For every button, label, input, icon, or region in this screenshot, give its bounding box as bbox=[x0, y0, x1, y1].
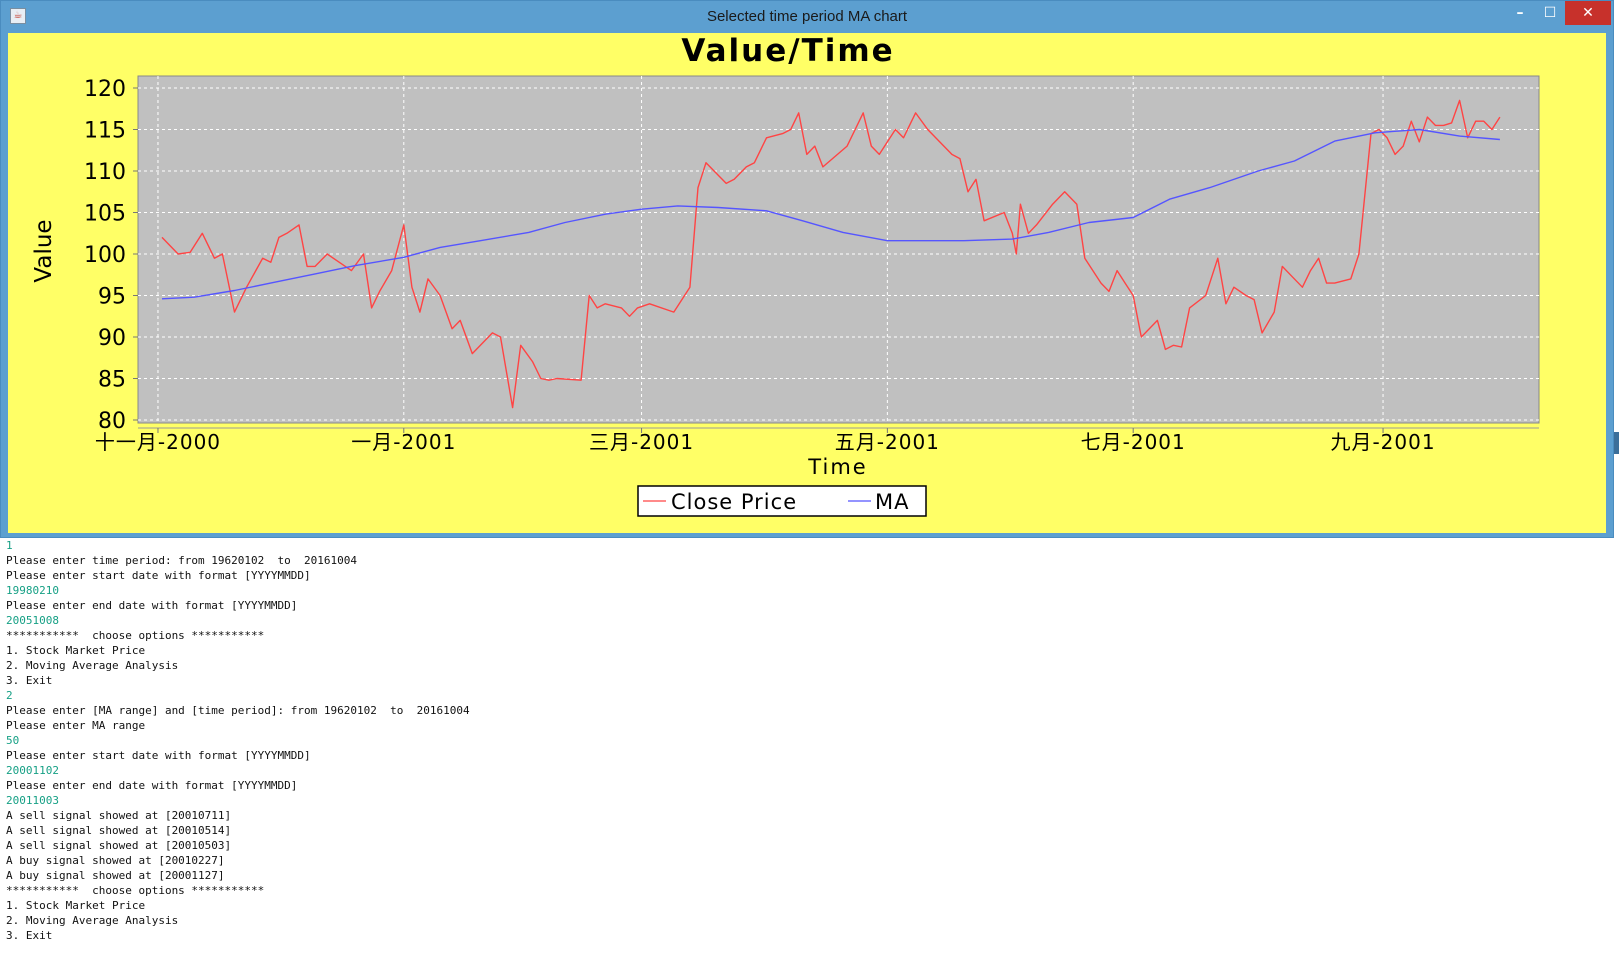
console-output-line: 1. Stock Market Price bbox=[6, 644, 146, 657]
x-tick-label-0: 十一月-2000 bbox=[95, 430, 221, 454]
console-input-line: 20011003 bbox=[6, 794, 59, 807]
console-output-line: A sell signal showed at [20010514] bbox=[6, 824, 232, 837]
console-output-line: *********** choose options *********** bbox=[6, 629, 265, 642]
minimize-button[interactable]: – bbox=[1516, 5, 1524, 21]
legend-label-close-price: Close Price bbox=[671, 490, 797, 514]
console-input-line: 2 bbox=[6, 689, 13, 702]
plot-area bbox=[137, 75, 1540, 424]
console-output-line: 1. Stock Market Price bbox=[6, 899, 146, 912]
console-output-line: Please enter start date with format [YYY… bbox=[6, 569, 311, 582]
ma-chart: Value/Time 80 85 90 95 100 105 110 115 120 十一月-2… bbox=[31, 33, 1540, 517]
y-tick-label-80: 80 bbox=[98, 409, 126, 434]
maximize-button[interactable]: ☐ bbox=[1543, 5, 1557, 21]
x-tick-label-5: 九月-2001 bbox=[1330, 430, 1435, 454]
console-output-line: Please enter time period: from 19620102 … bbox=[6, 554, 357, 567]
console-input-line: 19980210 bbox=[6, 584, 59, 597]
y-tick-label-95: 95 bbox=[98, 285, 126, 310]
y-tick-label-120: 120 bbox=[84, 77, 126, 102]
y-tick-label-100: 100 bbox=[84, 243, 126, 268]
console-output-line: A buy signal showed at [20010227] bbox=[6, 854, 225, 867]
console-output[interactable]: 1 Please enter time period: from 19620102… bbox=[6, 538, 1606, 958]
x-tick-label-2: 三月-2001 bbox=[589, 430, 694, 454]
series-layer bbox=[161, 99, 1501, 409]
y-tick-label-115: 115 bbox=[84, 119, 126, 144]
close-button[interactable]: ✕ bbox=[1565, 1, 1611, 25]
console-output-line: Please enter [MA range] and [time period… bbox=[6, 704, 470, 717]
window-edge bbox=[1614, 432, 1619, 454]
console-output-line: A sell signal showed at [20010711] bbox=[6, 809, 232, 822]
x-tick-label-4: 七月-2001 bbox=[1081, 430, 1186, 454]
console-output-line: 3. Exit bbox=[6, 674, 53, 687]
console-output-line: 2. Moving Average Analysis bbox=[6, 914, 179, 927]
chart-title: Value/Time bbox=[681, 33, 894, 69]
legend-box bbox=[637, 485, 927, 517]
java-icon: ☕ bbox=[10, 8, 26, 24]
legend-label-ma: MA bbox=[875, 490, 909, 514]
y-tick-label-90: 90 bbox=[98, 326, 126, 351]
x-tick-label-3: 五月-2001 bbox=[835, 430, 940, 454]
console-input-line: 1 bbox=[6, 539, 13, 552]
console-input-line: 20051008 bbox=[6, 614, 59, 627]
y-axis: 80 85 90 95 100 105 110 115 120 bbox=[84, 77, 138, 434]
console-output-line: Please enter start date with format [YYY… bbox=[6, 749, 311, 762]
console-input-line: 50 bbox=[6, 734, 20, 747]
console-output-line: Please enter MA range bbox=[6, 719, 146, 732]
grid bbox=[138, 76, 1539, 423]
y-axis-label: Value bbox=[31, 219, 57, 282]
console-output-line: *********** choose options *********** bbox=[6, 884, 265, 897]
console-output-line: A buy signal showed at [20001127] bbox=[6, 869, 225, 882]
y-tick-label-85: 85 bbox=[98, 368, 126, 393]
x-axis-label: Time bbox=[807, 455, 867, 479]
title-bar[interactable]: ☕ Selected time period MA chart – ☐ ✕ bbox=[1, 1, 1613, 33]
chart-window: ☕ Selected time period MA chart – ☐ ✕ Va… bbox=[0, 0, 1614, 538]
y-tick-label-105: 105 bbox=[84, 202, 126, 227]
y-tick-label-110: 110 bbox=[84, 160, 126, 185]
chart-panel: Value/Time 80 85 90 95 100 105 110 115 120 十一月-2… bbox=[8, 33, 1606, 533]
console-output-line: 3. Exit bbox=[6, 929, 53, 942]
console-input-line: 20001102 bbox=[6, 764, 59, 777]
series-line-ma bbox=[161, 128, 1500, 300]
series-line-close-price bbox=[161, 99, 1501, 409]
window-title: Selected time period MA chart bbox=[706, 8, 908, 25]
console-output-line: Please enter end date with format [YYYYM… bbox=[6, 779, 298, 792]
console-output-line: 2. Moving Average Analysis bbox=[6, 659, 179, 672]
console-output-line: A sell signal showed at [20010503] bbox=[6, 839, 232, 852]
x-tick-label-1: 一月-2001 bbox=[351, 430, 456, 454]
legend: Close Price MA bbox=[637, 485, 927, 517]
console-output-line: Please enter end date with format [YYYYM… bbox=[6, 599, 298, 612]
x-axis: 十一月-2000 一月-2001 三月-2001 五月-2001 七月-2001 九月-2… bbox=[95, 428, 1435, 454]
